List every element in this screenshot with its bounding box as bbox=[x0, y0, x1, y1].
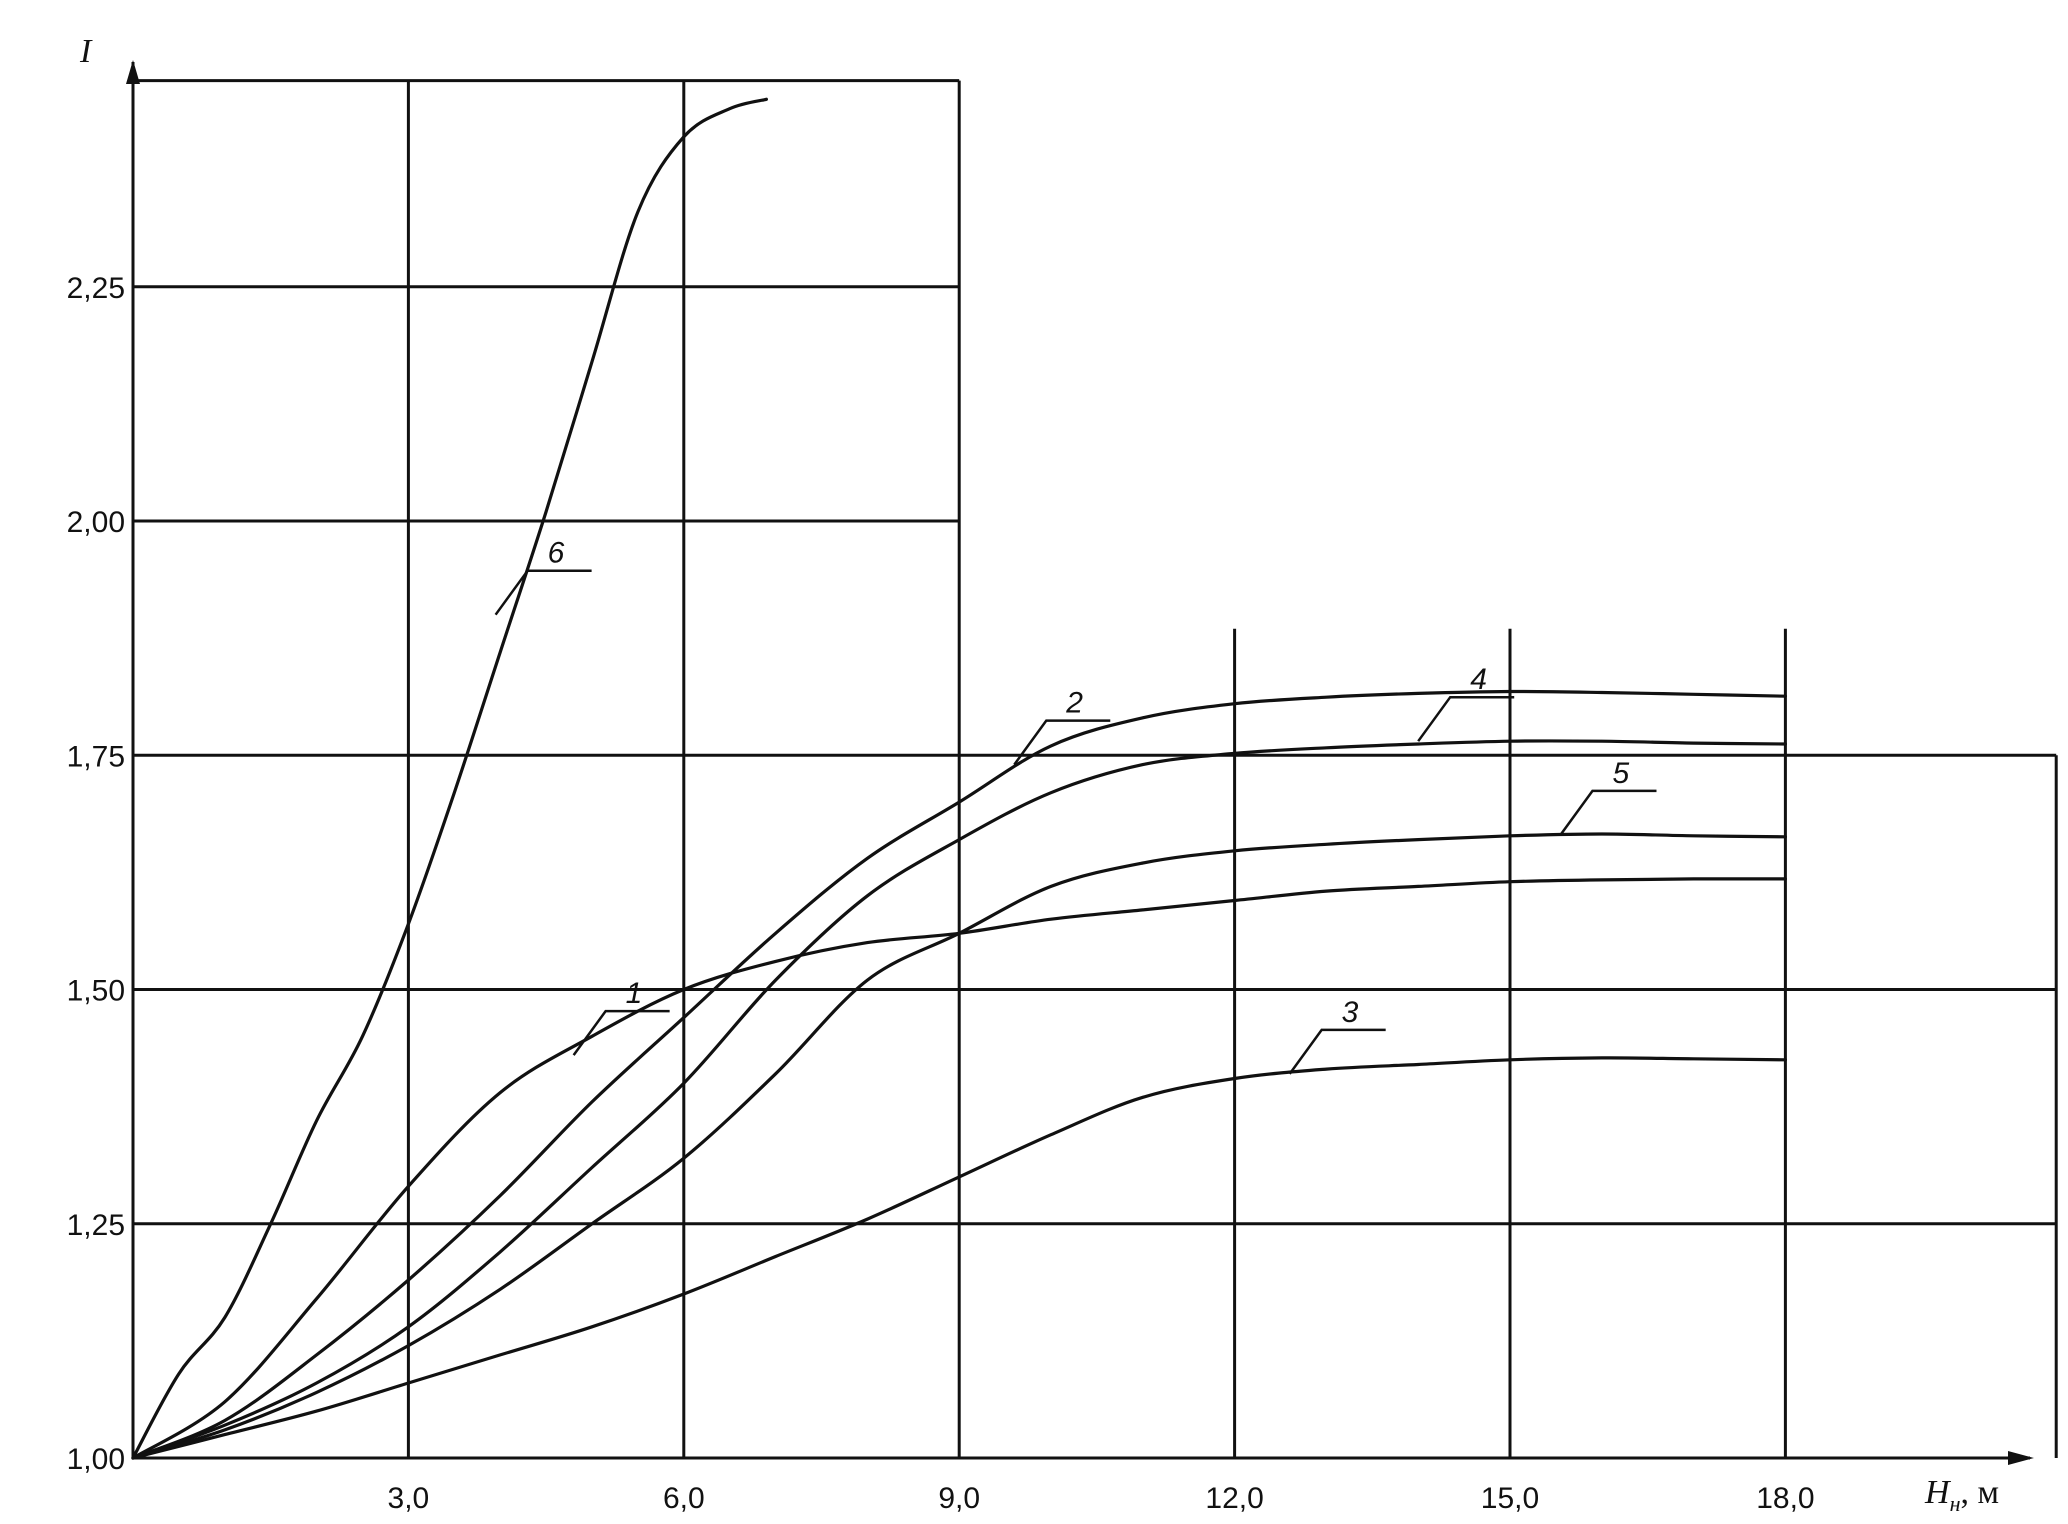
y-tick-label: 2,25 bbox=[67, 272, 125, 305]
series-label-1: 1 bbox=[626, 977, 643, 1010]
leader-line-4 bbox=[1417, 695, 1515, 742]
leader-line-5 bbox=[1559, 789, 1657, 836]
y-tick-label: 1,75 bbox=[67, 740, 125, 773]
x-axis-subscript: н bbox=[1950, 1491, 1961, 1516]
x-tick-label: 6,0 bbox=[663, 1482, 705, 1515]
y-tick-label: 2,00 bbox=[67, 506, 125, 539]
y-axis-arrow bbox=[126, 60, 140, 84]
leader-line-1 bbox=[572, 1009, 670, 1056]
x-tick-label: 9,0 bbox=[938, 1482, 980, 1515]
x-tick-label: 3,0 bbox=[388, 1482, 430, 1515]
series-label-6: 6 bbox=[548, 537, 565, 570]
y-axis-title: I bbox=[79, 33, 93, 70]
x-tick-label: 15,0 bbox=[1481, 1482, 1539, 1515]
x-tick-labels: 3,0 6,0 9,0 12,0 15,0 18,0 bbox=[388, 1482, 1815, 1515]
x-axis-arrow bbox=[2008, 1451, 2034, 1465]
leader-line-6 bbox=[494, 569, 592, 616]
axes bbox=[126, 60, 2034, 1465]
series-label-3: 3 bbox=[1342, 996, 1359, 1029]
series-line-1 bbox=[131, 877, 1787, 1460]
y-tick-labels: 1,00 1,25 1,50 1,75 2,00 2,25 bbox=[67, 272, 125, 1476]
x-tick-label: 18,0 bbox=[1756, 1482, 1814, 1515]
y-tick-label: 1,00 bbox=[67, 1443, 125, 1476]
y-tick-label: 1,25 bbox=[67, 1209, 125, 1242]
series-label-5: 5 bbox=[1612, 757, 1629, 790]
series-line-2 bbox=[131, 689, 1787, 1460]
y-tick-label: 1,50 bbox=[67, 975, 125, 1008]
series-labels: 6 2 4 5 1 3 bbox=[494, 537, 1657, 1075]
x-tick-label: 12,0 bbox=[1205, 1482, 1263, 1515]
series-label-2: 2 bbox=[1065, 687, 1083, 720]
series-line-3 bbox=[131, 1056, 1787, 1460]
series-label-4: 4 bbox=[1470, 663, 1487, 696]
series-line-6 bbox=[131, 97, 768, 1460]
x-axis-title: Hн, м bbox=[1924, 1474, 1999, 1516]
x-axis-symbol: H bbox=[1924, 1474, 1952, 1511]
leader-line-3 bbox=[1288, 1028, 1386, 1075]
series-line-5 bbox=[131, 832, 1787, 1460]
x-axis-unit: , м bbox=[1960, 1474, 1999, 1511]
series-lines bbox=[131, 97, 1787, 1460]
series-line-4 bbox=[131, 739, 1787, 1460]
grid bbox=[133, 79, 2058, 1458]
leader-line-2 bbox=[1013, 719, 1111, 766]
